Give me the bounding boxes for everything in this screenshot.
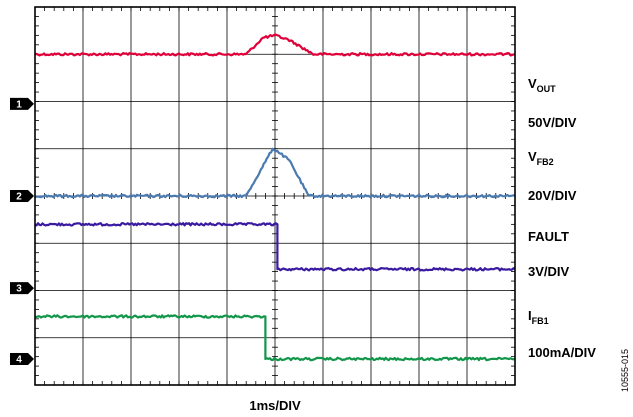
ground-marker-1: 1 — [10, 97, 34, 110]
figure-id: 10555-015 — [620, 349, 630, 392]
plot-frame — [34, 6, 516, 386]
ground-marker-label: 3 — [16, 284, 22, 295]
ground-marker-label: 2 — [16, 192, 22, 203]
ground-marker-label: 1 — [16, 99, 22, 110]
channel-name-vfb2: VFB2 — [528, 149, 554, 167]
ground-marker-2: 2 — [10, 190, 34, 203]
trace-vout — [34, 33, 516, 57]
ground-marker-arrow — [10, 190, 34, 202]
ground-marker-3: 3 — [10, 282, 34, 295]
channel-scale-vfb2: 20V/DIV — [528, 188, 577, 203]
trace-fault — [34, 222, 516, 272]
ground-marker-group: 1 2 3 4 — [10, 97, 34, 366]
ground-marker-arrow — [10, 353, 34, 366]
channel-label-group: VOUT 50V/DIV VFB2 20V/DIV FAULT 3V/DIV IFB1 100… — [528, 76, 596, 360]
ground-marker-4: 4 — [10, 353, 34, 366]
channel-scale-fault: 3V/DIV — [528, 264, 570, 279]
trace-ifb1 — [34, 314, 516, 362]
channel-scale-ifb1: 100mA/DIV — [528, 345, 596, 360]
x-axis-label: 1ms/DIV — [249, 398, 301, 413]
ground-marker-arrow — [10, 97, 34, 110]
channel-name-ifb1: IFB1 — [528, 308, 549, 326]
channel-scale-vout: 50V/DIV — [528, 115, 577, 130]
channel-name-fault: FAULT — [528, 229, 569, 244]
trace-group — [34, 33, 516, 362]
ground-marker-arrow — [10, 282, 34, 295]
channel-name-vout: VOUT — [528, 76, 556, 94]
trace-vfb2 — [34, 147, 516, 199]
ground-marker-label: 4 — [16, 355, 22, 366]
